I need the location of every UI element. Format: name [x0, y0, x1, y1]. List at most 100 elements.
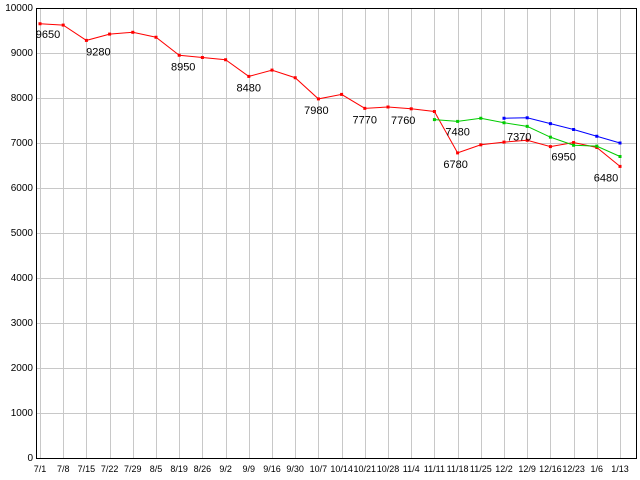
series-green-point	[502, 121, 506, 125]
point-label: 7480	[445, 126, 469, 138]
y-axis-label: 7000	[11, 138, 34, 149]
plot-frame	[36, 8, 637, 459]
series-red-point	[84, 38, 88, 42]
series-red-point	[108, 32, 112, 36]
x-axis-label: 9/9	[243, 464, 256, 474]
series-red-point	[340, 92, 344, 96]
y-axis-labels: 0 1000 2000 3000 4000 5000 6000 7000 8000 9000 100…	[5, 3, 33, 464]
series-green-point	[456, 119, 460, 123]
x-axis-label: 7/1	[34, 464, 47, 474]
x-axis-label: 7/15	[78, 464, 96, 474]
point-label: 7760	[391, 115, 415, 127]
x-axis-label: 7/22	[101, 464, 119, 474]
x-axis-label: 8/19	[170, 464, 188, 474]
series-green-point	[525, 124, 529, 128]
x-axis-labels: 7/1 7/8 7/15 7/22 7/29 8/5 8/19 8/26 9/2 9/9 9/16 9…	[34, 464, 629, 474]
point-label: 8480	[237, 82, 261, 94]
annotations: 9650 9280 8950 8480 7980 7770 7760 7480 6780 7370…	[36, 29, 618, 185]
x-axis-label: 12/16	[539, 464, 562, 474]
x-axis-label: 7/29	[124, 464, 142, 474]
y-axis-label: 4000	[11, 273, 34, 284]
y-axis-label: 0	[27, 453, 33, 464]
point-label: 7980	[304, 105, 328, 117]
series-red-point	[618, 164, 622, 168]
series-red-point	[409, 107, 413, 111]
x-axis-label: 12/23	[562, 464, 585, 474]
series-blue-line	[503, 117, 621, 144]
x-axis-label: 9/16	[263, 464, 281, 474]
x-axis-label: 1/6	[591, 464, 604, 474]
series-blue-point	[572, 128, 576, 131]
series-green-point	[432, 118, 436, 122]
x-axis-label: 11/4	[403, 464, 420, 474]
y-axis-label: 5000	[11, 228, 34, 239]
series-green-point	[618, 155, 622, 158]
point-label: 6780	[443, 159, 467, 171]
series-red-point	[38, 22, 42, 26]
y-axis-label: 8000	[11, 93, 34, 104]
series-red-point	[177, 53, 181, 57]
x-axis-label: 12/9	[518, 464, 536, 474]
series-red-point	[525, 138, 529, 142]
series-blue	[502, 116, 622, 145]
point-label: 6950	[551, 151, 575, 163]
point-label: 7370	[507, 131, 531, 143]
point-label: 9650	[36, 29, 60, 41]
series-green-point	[479, 116, 483, 120]
x-axis-label: 1/13	[611, 464, 629, 474]
x-axis-label: 8/26	[194, 464, 212, 474]
series-red-point	[131, 30, 135, 34]
series-red-point	[247, 74, 251, 78]
series-red-point	[224, 58, 228, 62]
y-axis-label: 2000	[11, 363, 34, 374]
series-red-point	[61, 23, 65, 27]
series-green-point	[572, 143, 576, 147]
y-axis-label: 10000	[5, 3, 33, 14]
series-red-line	[39, 23, 621, 167]
series-green	[432, 116, 622, 158]
point-label: 7770	[353, 114, 377, 126]
series-red-point	[154, 35, 158, 39]
series-red-point	[200, 56, 204, 59]
series-red-point	[293, 76, 297, 80]
series-red-point	[270, 68, 274, 72]
x-axis-label: 11/11	[424, 464, 445, 474]
series-green-point	[595, 144, 599, 148]
x-axis-label: 11/25	[470, 464, 492, 474]
series-blue-point	[618, 141, 622, 145]
series-red-point	[502, 140, 506, 144]
point-label: 6480	[594, 172, 618, 184]
x-axis-label: 9/30	[286, 464, 304, 474]
x-axis-label: 7/8	[57, 464, 70, 474]
series-green-point	[548, 135, 552, 139]
x-axis-label: 10/7	[310, 464, 328, 474]
series-red-point	[456, 151, 460, 155]
x-axis-label: 11/18	[447, 464, 469, 474]
y-axis-label: 6000	[11, 183, 34, 194]
series-blue-point	[525, 116, 529, 120]
series-red-point	[572, 141, 576, 145]
x-axis-label: 9/2	[219, 464, 232, 474]
x-axis-label: 10/14	[330, 464, 353, 474]
y-axis-label: 9000	[11, 48, 34, 59]
series-red-point	[386, 105, 390, 109]
x-axis-label: 10/21	[354, 464, 377, 474]
point-label: 9280	[86, 46, 110, 58]
series-blue-point	[502, 116, 506, 120]
y-axis-label: 3000	[11, 318, 34, 329]
series-blue-point	[595, 134, 599, 138]
x-axis-label: 10/28	[377, 464, 400, 474]
series-red-point	[316, 97, 320, 101]
series-red-point	[363, 106, 367, 110]
series-red-point	[479, 143, 483, 147]
series-blue-point	[548, 122, 552, 126]
series-red-point	[432, 110, 436, 113]
y-axis-label: 1000	[11, 408, 34, 419]
x-axis-label: 12/2	[495, 464, 513, 474]
point-label: 8950	[171, 61, 195, 73]
x-axis-label: 8/5	[150, 464, 163, 474]
series-red-point	[548, 145, 552, 149]
